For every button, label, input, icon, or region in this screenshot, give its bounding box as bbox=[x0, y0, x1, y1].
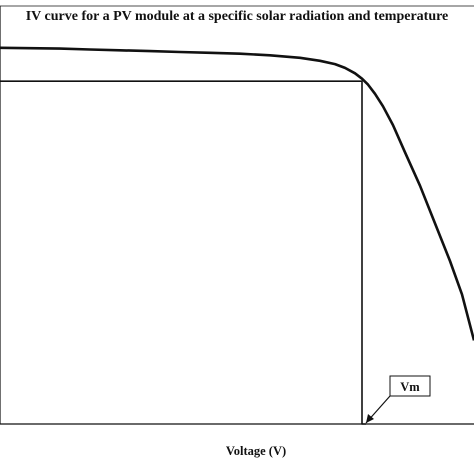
iv-curve-line bbox=[0, 46, 474, 341]
x-axis-label: Voltage (V) bbox=[226, 444, 286, 458]
vm-arrowhead bbox=[366, 414, 374, 423]
vm-label-box bbox=[389, 375, 431, 397]
max-power-point-guide-line bbox=[0, 80, 366, 425]
series-layer bbox=[0, 46, 474, 425]
vm-label: Vm bbox=[400, 380, 420, 394]
chart-title: IV curve for a PV module at a specific s… bbox=[26, 9, 449, 24]
